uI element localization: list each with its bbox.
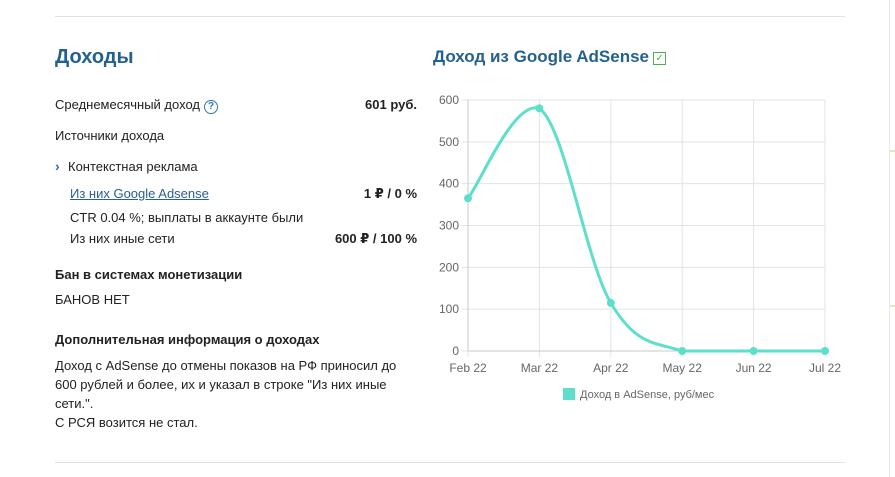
sources-label: Источники дохода	[55, 128, 165, 143]
right-edge-mark	[890, 305, 895, 307]
checkbox-checked-icon: ✓	[653, 52, 667, 65]
extra-info-title: Дополнительная информация о доходах	[55, 332, 320, 347]
y-tick-label: 400	[439, 177, 459, 191]
extra-info-text: Доход с AdSense до отмены показов на РФ …	[55, 356, 405, 432]
other-networks-row: Из них иные сети 600 ₽ / 100 %	[70, 230, 417, 248]
chart-axes: 0 100 200 300 400 500 600 Feb 22 Mar 22 Apr 22 May…	[439, 93, 841, 375]
income-line-chart: 0 100 200 300 400 500 600 Feb 22 Mar 22 Apr 22 May…	[439, 93, 841, 401]
y-tick-label: 600	[439, 93, 459, 107]
data-point	[606, 298, 615, 307]
section-title: Доходы	[55, 46, 134, 68]
other-networks-label: Из них иные сети	[70, 231, 175, 246]
y-tick-label: 300	[439, 219, 459, 233]
bottom-divider	[55, 462, 845, 463]
chart-series	[464, 104, 829, 355]
x-tick-label: Jun 22	[736, 361, 772, 375]
avg-income-label: Среднемесячный доход	[55, 97, 200, 112]
google-adsense-row: Из них Google Adsense 1 ₽ / 0 %	[70, 185, 417, 203]
data-point	[535, 104, 544, 113]
series-line	[466, 106, 825, 353]
other-networks-value: 600 ₽ / 100 %	[334, 231, 417, 246]
extra-info-line: 600 рублей и более, их и указал в строке…	[55, 377, 387, 392]
legend-swatch	[563, 388, 575, 400]
x-tick-label: Apr 22	[593, 361, 629, 375]
data-point	[821, 347, 829, 355]
ctr-text: CTR 0.04 %; выплаты в аккаунте были	[70, 210, 304, 225]
ban-value: БАНОВ НЕТ	[55, 292, 130, 307]
help-icon[interactable]: ?	[204, 100, 218, 114]
top-divider	[55, 16, 845, 17]
avg-income-value: 601 руб.	[365, 97, 417, 112]
context-ads-label: Контекстная реклама	[68, 159, 198, 174]
legend-label: Доход в AdSense, руб/мес	[580, 389, 715, 401]
google-adsense-value: 1 ₽ / 0 %	[363, 186, 417, 201]
data-point	[464, 194, 472, 203]
avg-income-row: Среднемесячный доход? 601 руб.	[55, 96, 417, 114]
right-edge-mark	[890, 150, 895, 152]
x-tick-label: Jul 22	[809, 361, 841, 375]
chart-grid	[462, 99, 826, 357]
extra-info-line: С РСЯ возится не стал.	[55, 415, 198, 430]
y-tick-label: 200	[439, 260, 459, 274]
y-tick-label: 100	[439, 302, 459, 316]
y-tick-label: 500	[439, 135, 459, 149]
chart-legend[interactable]: Доход в AdSense, руб/мес	[563, 388, 715, 401]
context-ads-row[interactable]: › Контекстная реклама	[55, 157, 417, 176]
ban-title: Бан в системах монетизации	[55, 267, 243, 282]
google-adsense-link[interactable]: Из них Google Adsense	[70, 186, 209, 201]
chevron-right-icon: ›	[55, 158, 60, 174]
chart-title-text: Доход из Google AdSense	[433, 47, 650, 66]
y-tick-label: 0	[452, 344, 459, 358]
x-tick-label: Mar 22	[521, 361, 559, 375]
x-tick-label: May 22	[663, 361, 703, 375]
extra-info-line: сети.".	[55, 396, 94, 411]
data-point	[678, 347, 687, 355]
right-edge-border	[889, 0, 890, 477]
extra-info-line: Доход с AdSense до отмены показов на РФ …	[55, 358, 397, 373]
chart-title: Доход из Google AdSense ✓	[433, 47, 667, 67]
data-point	[749, 347, 758, 355]
x-tick-label: Feb 22	[449, 361, 487, 375]
